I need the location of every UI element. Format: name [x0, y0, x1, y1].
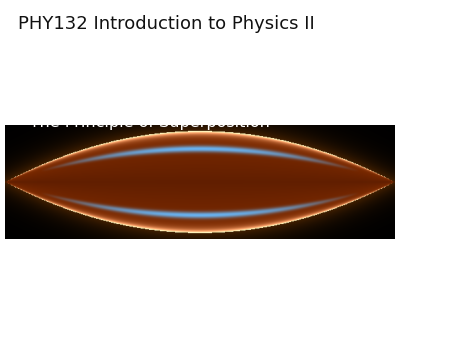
Text: Outline:: Outline:	[80, 62, 155, 79]
Text: •  Standing Waves: • Standing Waves	[10, 246, 159, 261]
Text: •  Musical Instruments: • Musical Instruments	[10, 297, 192, 312]
Text: •  Nodes and Antinodes: • Nodes and Antinodes	[10, 272, 201, 287]
Text: •  The Principle of Superposition: • The Principle of Superposition	[10, 115, 270, 130]
Text: •  Ch. 21, sections 21.1-21.4: • Ch. 21, sections 21.1-21.4	[10, 89, 240, 104]
Text: Class 3 –: Class 3 –	[12, 62, 90, 79]
Text: PHY132 Introduction to Physics II: PHY132 Introduction to Physics II	[18, 15, 315, 33]
